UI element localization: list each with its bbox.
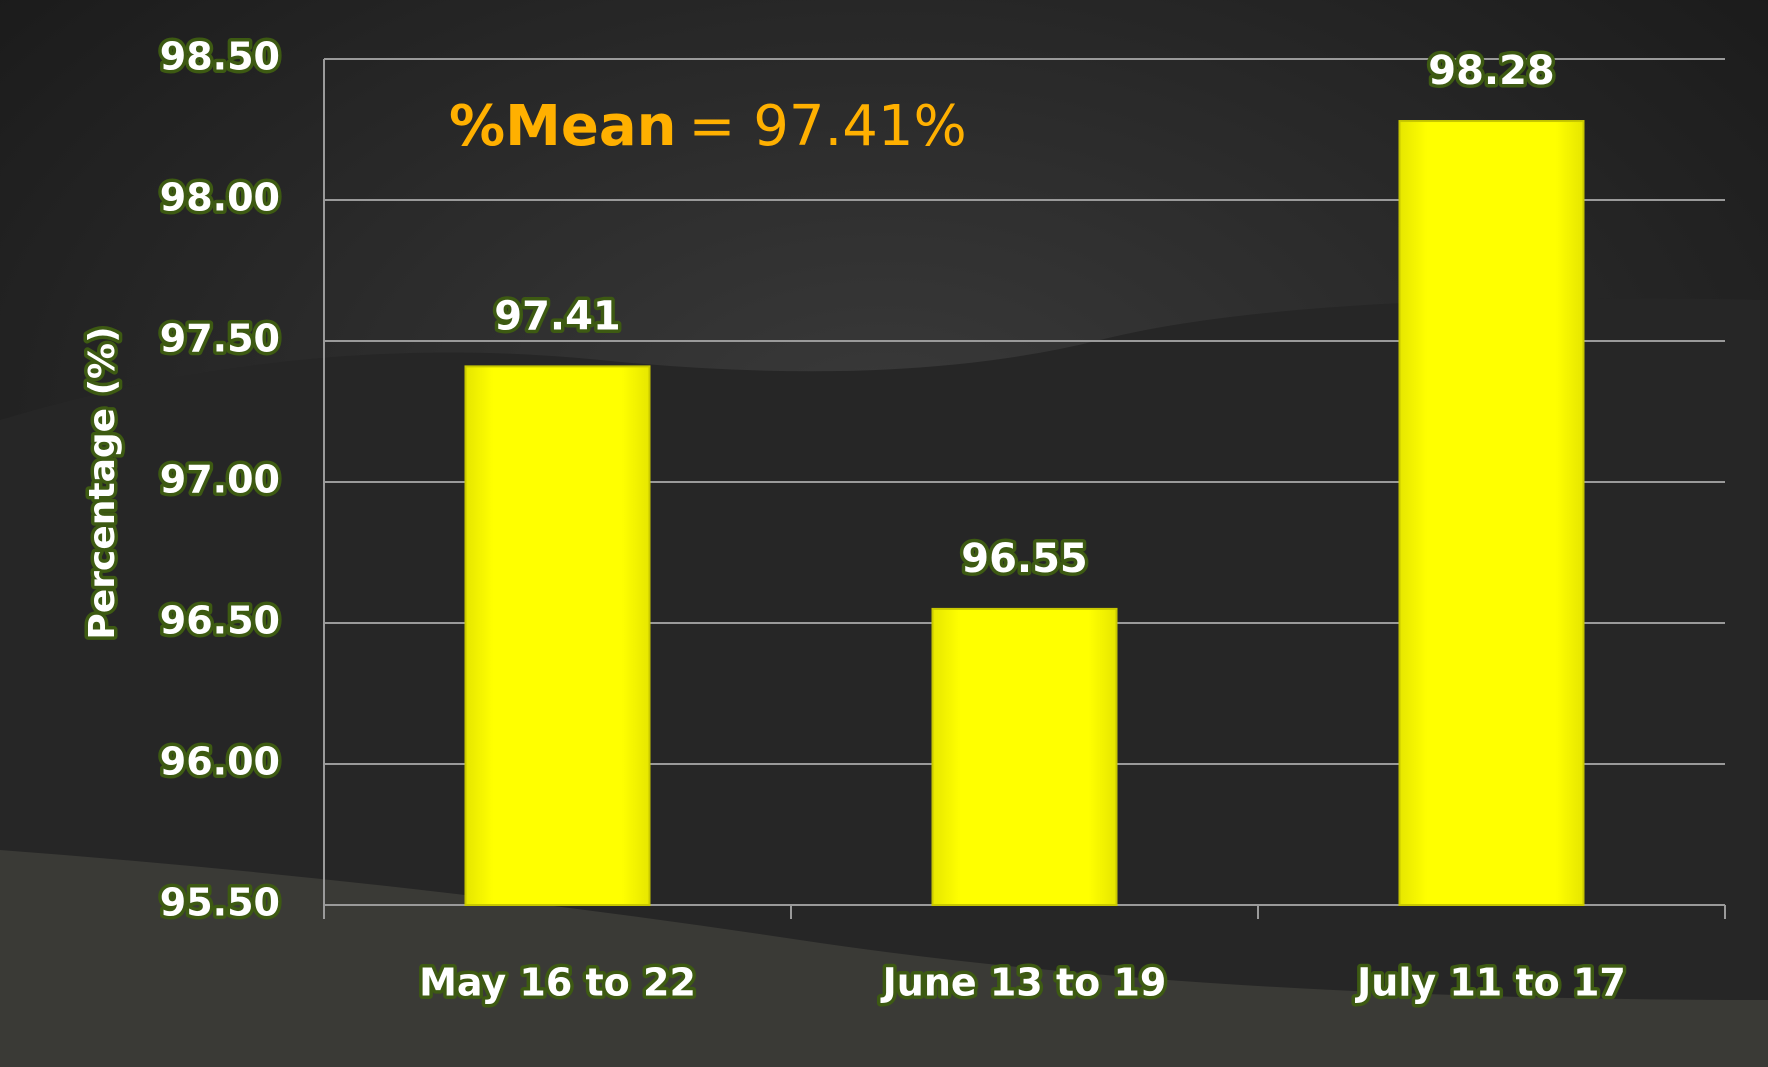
x-tick-label: July 11 to 17 xyxy=(1354,961,1626,1005)
y-tick-label: 98.00 xyxy=(160,176,280,220)
bar xyxy=(933,609,1117,905)
y-tick-label: 96.00 xyxy=(160,740,280,784)
y-tick-label: 96.50 xyxy=(160,599,280,643)
y-tick-label: 97.50 xyxy=(160,317,280,361)
chart: %Mean= 97.41% Percentage (%) 95.50 96.00 9… xyxy=(0,0,1768,1067)
data-label: 96.55 xyxy=(961,536,1088,582)
bar xyxy=(1400,121,1584,905)
y-tick-label: 97.00 xyxy=(160,458,280,502)
y-tick-label: 98.50 xyxy=(160,35,280,79)
x-tick-label: May 16 to 22 xyxy=(419,961,696,1005)
bar xyxy=(466,366,650,905)
annotation: %Mean= 97.41% xyxy=(449,94,967,159)
data-label: 97.41 xyxy=(494,293,621,339)
annotation-label: %Mean xyxy=(449,94,676,159)
data-label: 98.28 xyxy=(1428,48,1555,94)
y-tick-label: 95.50 xyxy=(160,881,280,925)
y-axis-label: Percentage (%) xyxy=(82,326,123,639)
x-tick-label: June 13 to 19 xyxy=(880,961,1167,1005)
annotation-text: = 97.41% xyxy=(688,94,966,159)
